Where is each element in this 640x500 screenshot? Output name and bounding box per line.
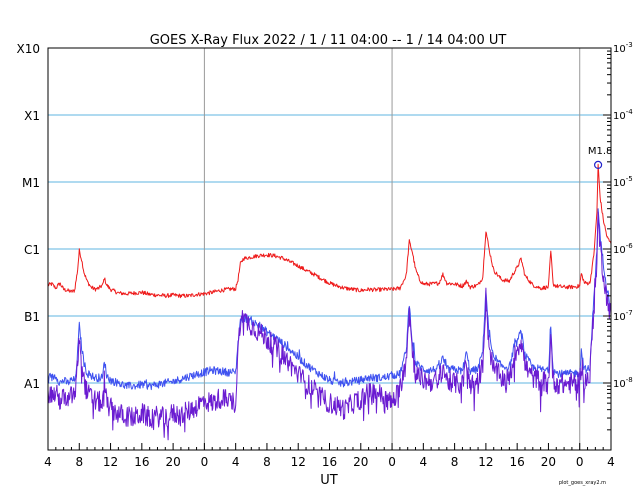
y-class-label: C1 bbox=[24, 243, 40, 257]
flux-series-2 bbox=[47, 208, 612, 391]
axis-layer: 4 8 12 16 20 0 4 8 12 16 20 0 4 8 12 16 20 0 4 A1 B1 C1 M1 X1 X1… bbox=[17, 41, 634, 469]
x-tick-label: 8 bbox=[263, 455, 271, 469]
x-tick-label: 20 bbox=[541, 455, 556, 469]
y-class-label: M1 bbox=[22, 176, 40, 190]
x-tick-label: 4 bbox=[44, 455, 52, 469]
x-tick-label: 4 bbox=[232, 455, 240, 469]
y-right-tick-label: 10-6 bbox=[613, 242, 633, 256]
footnote: plot_goes_xray2.m bbox=[559, 480, 606, 486]
flare-peak-marker bbox=[593, 160, 603, 169]
y-class-label: X10 bbox=[17, 42, 41, 56]
y-right-tick-label: 10-4 bbox=[613, 108, 633, 122]
chart-title: GOES X-Ray Flux 2022 / 1 / 11 04:00 -- 1… bbox=[150, 33, 507, 48]
x-tick-label: 12 bbox=[291, 455, 306, 469]
x-tick-label: 12 bbox=[478, 455, 493, 469]
x-tick-label: 16 bbox=[322, 455, 337, 469]
series-layer bbox=[47, 163, 612, 441]
y-right-tick-label: 10-7 bbox=[613, 309, 633, 323]
grid-layer bbox=[48, 48, 611, 450]
x-tick-label: 4 bbox=[607, 455, 615, 469]
y-class-label: X1 bbox=[24, 109, 40, 123]
y-right-tick-label: 10-3 bbox=[613, 41, 633, 55]
x-tick-label: 8 bbox=[451, 455, 459, 469]
y-class-label: A1 bbox=[24, 377, 40, 391]
x-tick-label: 20 bbox=[353, 455, 368, 469]
y-right-tick-label: 10-8 bbox=[613, 376, 633, 390]
x-tick-label: 20 bbox=[165, 455, 180, 469]
x-tick-label: 0 bbox=[388, 455, 396, 469]
x-tick-label: 16 bbox=[510, 455, 525, 469]
annotation-layer: M1.8 bbox=[588, 146, 613, 169]
y-right-tick-label: 10-5 bbox=[613, 175, 633, 189]
flux-series-3 bbox=[47, 211, 612, 441]
flux-series-1 bbox=[47, 163, 612, 299]
y-class-label: B1 bbox=[24, 310, 40, 324]
x-tick-label: 4 bbox=[420, 455, 428, 469]
x-tick-label: 8 bbox=[75, 455, 83, 469]
x-tick-label: 0 bbox=[201, 455, 209, 469]
flare-peak-label: M1.8 bbox=[588, 146, 613, 157]
x-tick-label: 16 bbox=[134, 455, 149, 469]
x-axis-label: UT bbox=[320, 473, 338, 488]
x-tick-label: 0 bbox=[576, 455, 584, 469]
x-tick-label: 12 bbox=[103, 455, 118, 469]
